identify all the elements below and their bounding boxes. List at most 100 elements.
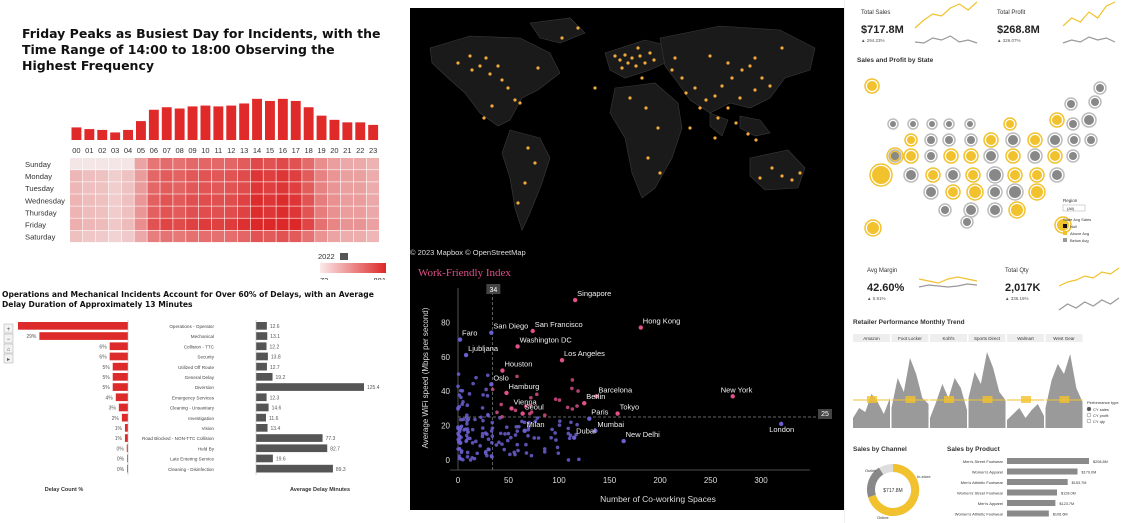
state-bubble: [990, 205, 1000, 215]
city-point: [515, 374, 519, 379]
city-label: San Diego: [493, 322, 528, 331]
heat-cell: [70, 194, 83, 206]
heat-cell: [263, 182, 276, 194]
heat-cell: [328, 194, 341, 206]
city-dot: [760, 76, 764, 80]
city-point: [481, 393, 485, 397]
wfi-scatter-chart: 0 50 100 150 200 250 300 0 20 40 60 80 34 25 Number of…: [421, 284, 832, 504]
city-point: [512, 450, 517, 455]
hour-bar: [277, 98, 288, 140]
heat-cell: [186, 158, 199, 170]
delay-pct-label: 1%: [115, 426, 123, 432]
world-map[interactable]: [410, 8, 844, 258]
state-bubble: [1030, 135, 1040, 145]
city-point: [485, 373, 490, 378]
heat-cell: [250, 182, 263, 194]
city-dot: [780, 46, 784, 50]
heat-cell: [340, 158, 354, 170]
state-legend-title: State Avg Sales: [1063, 217, 1091, 222]
hour-bar: [97, 129, 108, 140]
heat-cell: [211, 182, 225, 194]
heat-cell: [289, 194, 302, 206]
heat-cell: [134, 170, 147, 182]
city-point: [480, 431, 485, 436]
heat-cell: [95, 170, 109, 182]
heat-cell: [302, 170, 315, 182]
heat-cell: [302, 158, 315, 170]
heat-cell: [328, 158, 341, 170]
city-point: [473, 417, 477, 422]
city-point: [490, 440, 494, 445]
hour-label: 13: [240, 146, 248, 155]
city-point: [577, 457, 581, 462]
heat-cell: [289, 206, 302, 218]
hour-bar: [329, 119, 340, 140]
product-bar: [1007, 510, 1049, 517]
city-dot: [484, 56, 488, 60]
city-point: [460, 388, 465, 393]
state-ring: [945, 167, 961, 183]
delay-avg-bar: [256, 352, 268, 361]
city-dot: [636, 46, 640, 50]
perf-radio-label: CY qty: [1093, 419, 1105, 424]
state-ring: [983, 148, 999, 164]
state-ring: [1049, 167, 1065, 183]
sales-sparkline: [914, 1, 978, 29]
city-dot: [740, 68, 744, 72]
heat-cell: [263, 158, 276, 170]
state-bubble: [1030, 151, 1040, 161]
state-ring: [1049, 112, 1065, 128]
state-ring: [1067, 133, 1081, 147]
x-tick-label: 250: [704, 476, 718, 485]
retailer-header: [1007, 334, 1044, 342]
city-point: [567, 436, 572, 441]
perf-radio: [1086, 406, 1092, 412]
delay-pct-bar: [118, 403, 128, 412]
state-ring: [1027, 148, 1043, 164]
state-bubble: [948, 187, 958, 197]
qty-sparkline-prev: [1058, 297, 1120, 311]
delay-category-label: Operations - Operator: [169, 324, 214, 329]
heat-cell: [276, 206, 289, 218]
city-point: [456, 406, 460, 410]
state-bubble: [966, 205, 976, 215]
avg-margin-value: 42.60%: [867, 282, 905, 294]
heat-cell: [263, 230, 276, 243]
y-reference-label: 25: [821, 411, 829, 418]
state-bubble: [1011, 204, 1023, 216]
heat-cell: [302, 194, 315, 206]
delay-category-label: Mechanical: [191, 334, 214, 339]
city-point: [504, 425, 509, 429]
state-ring: [1066, 117, 1080, 131]
product-bar: [1007, 500, 1056, 506]
perf-type-label: Performance type: [1087, 400, 1119, 405]
city-point: [483, 451, 488, 455]
heat-cell: [147, 194, 160, 206]
heat-cell: [237, 206, 250, 218]
delay-pct-bar: [124, 424, 128, 432]
city-dot: [536, 66, 540, 70]
state-ring: [960, 215, 974, 229]
state-bubble: [906, 151, 916, 161]
delay-pct-bar: [109, 342, 128, 351]
state-ring: [925, 167, 941, 183]
heat-cell: [82, 158, 96, 170]
city-dot: [753, 88, 757, 92]
state-ring: [963, 148, 979, 164]
city-dot: [780, 174, 784, 178]
city-point: [542, 447, 547, 451]
state-bubble: [986, 135, 996, 145]
land-shape: [739, 115, 771, 137]
state-bubble: [1050, 151, 1060, 161]
delay-pct-label: 6%: [99, 355, 107, 361]
city-dot: [768, 84, 772, 88]
heat-cell: [147, 206, 160, 218]
heat-cell: [315, 182, 328, 194]
city-label: New Delhi: [626, 430, 661, 439]
city-point: [457, 428, 462, 432]
city-point: [472, 456, 477, 461]
delay-pct-label: 0%: [117, 467, 125, 473]
state-bubble: [872, 166, 890, 184]
delay-avg-bar: [256, 332, 268, 340]
city-point: [466, 430, 470, 434]
